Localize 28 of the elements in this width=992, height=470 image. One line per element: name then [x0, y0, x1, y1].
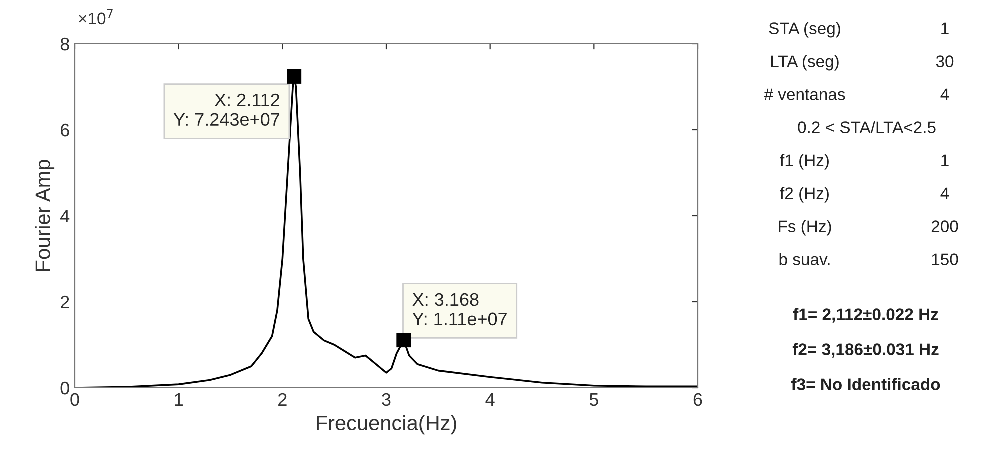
y-tick-label: 2 — [61, 296, 70, 309]
y-tick-label: 6 — [61, 124, 70, 137]
y-tick-label: 0 — [60, 382, 70, 395]
x-tick-label: 4 — [486, 394, 495, 406]
y-axis-title: Fourier Amp — [35, 160, 55, 272]
text: 0.2 < STA/LTA<2.5 — [798, 121, 936, 134]
text: LTA (seg) 30 — [771, 55, 954, 71]
text: ×10$^{7}$ — [79, 10, 113, 25]
x-tick-label: 3 — [382, 393, 391, 406]
text: # ventanas 4 — [764, 88, 950, 100]
text: f3= No Identificado — [792, 378, 940, 390]
text: f2= 3,186±0.031 Hz — [792, 343, 939, 358]
y-tick-label: 8 — [60, 38, 70, 51]
annotation: X: 2.112 Y: 7.243e+07 — [174, 94, 280, 126]
x-tick-label: 0 — [70, 393, 80, 406]
annotation: X: 3.168 Y: 1.11e+07 — [412, 293, 507, 326]
text: f2 (Hz) 4 — [780, 187, 950, 203]
x-tick-label: 1 — [175, 394, 183, 406]
text: f1 (Hz) 1 — [780, 154, 949, 170]
x-axis-title: Frecuencia(Hz) — [317, 415, 456, 435]
y-tick-label: 4 — [60, 210, 70, 223]
x-tick-label: 6 — [694, 393, 702, 406]
text: f1= 2,112±0.022 Hz — [793, 308, 938, 323]
text: Fs (Hz) 200 — [779, 220, 958, 236]
text: b suav. 150 — [780, 253, 958, 266]
text: STA (seg) 1 — [769, 22, 949, 38]
x-tick-label: 2 — [278, 393, 287, 406]
x-tick-label: 5 — [590, 394, 598, 406]
